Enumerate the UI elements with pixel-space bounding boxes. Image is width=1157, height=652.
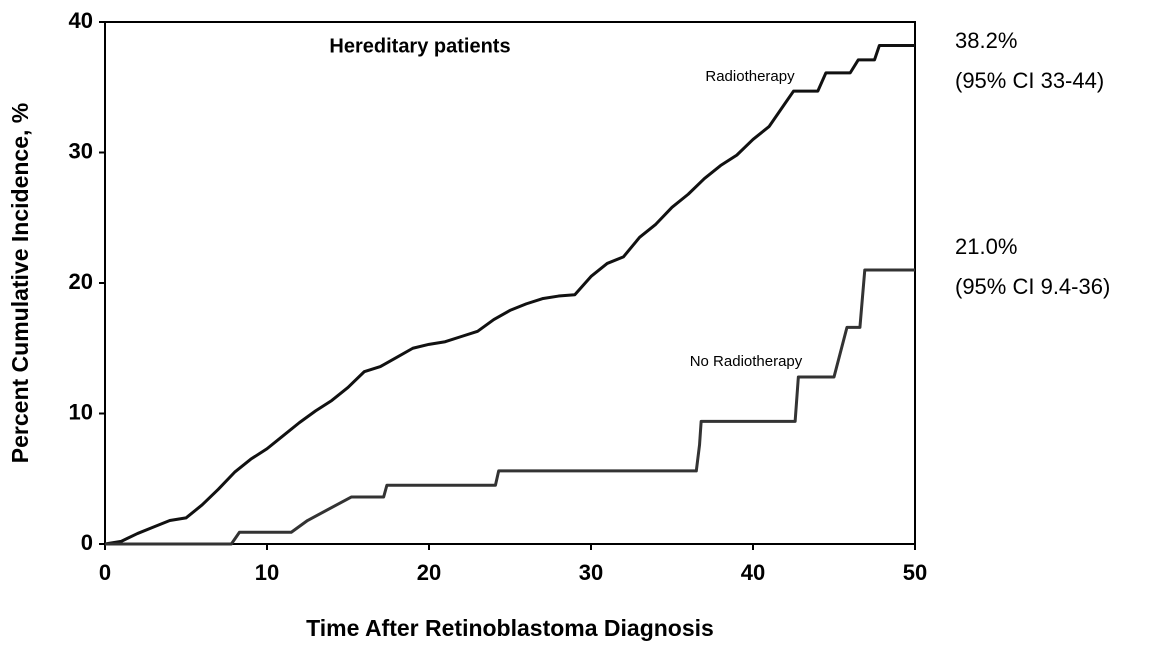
series-line bbox=[105, 268, 915, 546]
series-line bbox=[104, 43, 915, 546]
y-tick-label: 10 bbox=[69, 399, 93, 424]
annotation: 38.2% bbox=[955, 28, 1017, 53]
x-tick-label: 40 bbox=[741, 560, 765, 585]
annotation: 21.0% bbox=[955, 234, 1017, 259]
series-label: Radiotherapy bbox=[705, 68, 795, 85]
x-tick-label: 30 bbox=[579, 560, 603, 585]
annotation: (95% CI 33-44) bbox=[955, 68, 1104, 93]
y-tick-label: 0 bbox=[81, 530, 93, 555]
series-label: No Radiotherapy bbox=[690, 353, 803, 370]
plot-frame bbox=[104, 21, 916, 545]
annotation: (95% CI 9.4-36) bbox=[955, 274, 1110, 299]
x-tick-label: 10 bbox=[255, 560, 279, 585]
x-tick-label: 50 bbox=[903, 560, 927, 585]
chart-title: Hereditary patients bbox=[329, 35, 510, 57]
y-tick-label: 30 bbox=[69, 138, 93, 163]
x-tick-label: 0 bbox=[99, 560, 111, 585]
y-tick-label: 20 bbox=[69, 269, 93, 294]
y-tick-label: 40 bbox=[69, 8, 93, 33]
y-axis-title: Percent Cumulative Incidence, % bbox=[7, 103, 33, 463]
x-tick-label: 20 bbox=[417, 560, 441, 585]
x-axis-title: Time After Retinoblastoma Diagnosis bbox=[306, 615, 714, 641]
